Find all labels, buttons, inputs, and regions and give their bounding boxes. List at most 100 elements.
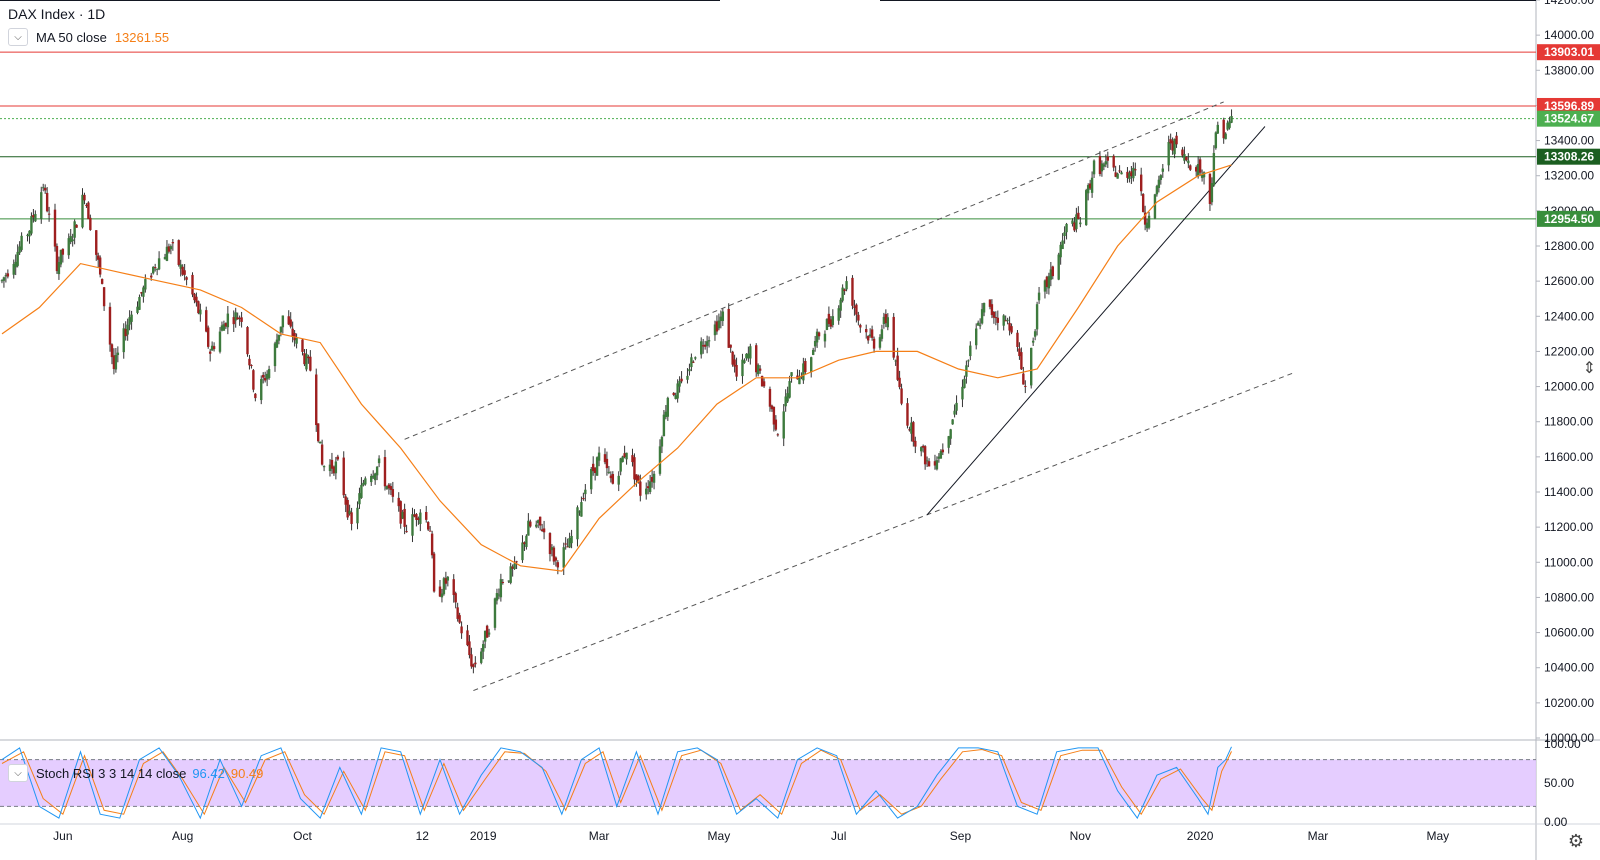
candle-body: [548, 533, 552, 555]
price-tick-label: 11600.00: [1544, 450, 1593, 464]
candle-body: [768, 388, 772, 407]
candle-body: [248, 358, 251, 366]
candle-body: [694, 357, 697, 359]
candle-body: [992, 311, 996, 318]
candle-body: [676, 383, 679, 399]
candle-body: [315, 374, 318, 426]
candle-body: [717, 320, 721, 329]
candle-body: [646, 486, 650, 489]
candle-body: [413, 514, 416, 517]
stoch-d-line: [1, 748, 1232, 816]
candle-body: [515, 561, 518, 563]
candle-body: [1116, 173, 1119, 179]
candle-body: [83, 194, 86, 201]
candle-body: [611, 474, 615, 484]
candle-body: [906, 403, 909, 426]
candle-body: [939, 451, 943, 459]
candle-body: [370, 475, 373, 483]
trendline-channel-upper[interactable]: [404, 101, 1224, 440]
price-tick-label: 14000.00: [1544, 28, 1594, 42]
candle-body: [279, 326, 283, 333]
candle-body: [415, 514, 418, 520]
candle-body: [770, 405, 774, 410]
candle-body: [664, 411, 668, 418]
candle-body: [287, 316, 290, 325]
candle-body: [481, 644, 485, 652]
price-tick-label: 10600.00: [1544, 626, 1594, 640]
candle-body: [908, 429, 911, 431]
candle-body: [163, 256, 167, 260]
candle-body: [45, 192, 49, 212]
interval-label[interactable]: 1D: [87, 6, 106, 22]
price-tick-label: 11000.00: [1544, 555, 1593, 569]
candle-body: [980, 309, 984, 324]
candle-body: [607, 471, 611, 473]
candle-body: [1157, 179, 1161, 188]
candle-body: [772, 406, 776, 425]
candle-body: [701, 345, 705, 347]
candle-body: [1187, 160, 1190, 164]
candle-body: [660, 437, 664, 447]
trendline-channel-lower[interactable]: [473, 372, 1295, 692]
level-label-box: [1537, 210, 1600, 227]
candle-body: [536, 520, 540, 524]
candle-body: [399, 501, 402, 524]
candle-body: [1033, 331, 1037, 337]
candle-body: [617, 475, 620, 485]
candle-body: [234, 312, 237, 321]
stoch-k-value: 96.42: [192, 765, 225, 781]
candle-body: [444, 578, 448, 584]
candle-body: [432, 553, 436, 592]
candle-body: [619, 458, 622, 472]
candle-body: [1120, 172, 1123, 175]
candle-body: [4, 275, 8, 277]
trendline-rising-support[interactable]: [926, 126, 1266, 516]
candle-body: [542, 528, 546, 533]
candle-body: [920, 447, 923, 452]
candle-body: [362, 482, 365, 486]
candle-body: [1210, 183, 1214, 203]
candle-body: [804, 360, 807, 373]
candle-body: [371, 475, 375, 478]
candle-body: [590, 468, 593, 490]
candle-body: [116, 352, 120, 356]
candle-body: [658, 446, 662, 474]
candle-body: [914, 440, 917, 447]
candle-body: [900, 388, 903, 404]
candle-body: [743, 360, 746, 363]
ma-indicator-label[interactable]: MA 50 close: [36, 29, 107, 45]
candle-body: [700, 341, 703, 355]
candle-body: [205, 310, 208, 332]
candle-body: [212, 346, 216, 350]
stoch-rsi-label[interactable]: Stoch RSI 3 3 14 14 close: [36, 765, 187, 781]
candle-body: [666, 397, 670, 417]
candle-body: [951, 419, 954, 425]
candle-body: [639, 481, 642, 496]
candle-body: [1114, 172, 1117, 177]
stoch-k-line: [1, 746, 1232, 820]
symbol-name[interactable]: DAX Index: [8, 6, 75, 22]
candle-body: [85, 204, 88, 206]
time-axis-label: 2019: [470, 829, 497, 843]
candle-body: [291, 328, 294, 337]
level-label: 13903.01: [1544, 45, 1594, 59]
candle-body: [935, 460, 939, 470]
candle-body: [937, 456, 941, 459]
candle-body: [316, 423, 320, 442]
candle-body: [375, 466, 379, 476]
resize-handle-icon[interactable]: ⇕: [1582, 360, 1596, 377]
candle-body: [570, 535, 573, 544]
candle-body: [281, 315, 285, 328]
candle-body: [1145, 222, 1149, 229]
candle-body: [30, 216, 33, 234]
candle-body: [6, 273, 10, 277]
candle-body: [332, 466, 336, 474]
gear-icon[interactable]: ⚙: [1567, 831, 1584, 851]
candle-body: [576, 507, 579, 540]
candle-body: [1051, 266, 1055, 277]
candle-body: [790, 372, 793, 377]
chart-legend: DAX Index · 1D ⌵ MA 50 close 13261.55: [8, 6, 169, 46]
chevron-down-icon[interactable]: ⌵: [8, 28, 28, 46]
chevron-down-icon[interactable]: ⌵: [8, 764, 28, 782]
